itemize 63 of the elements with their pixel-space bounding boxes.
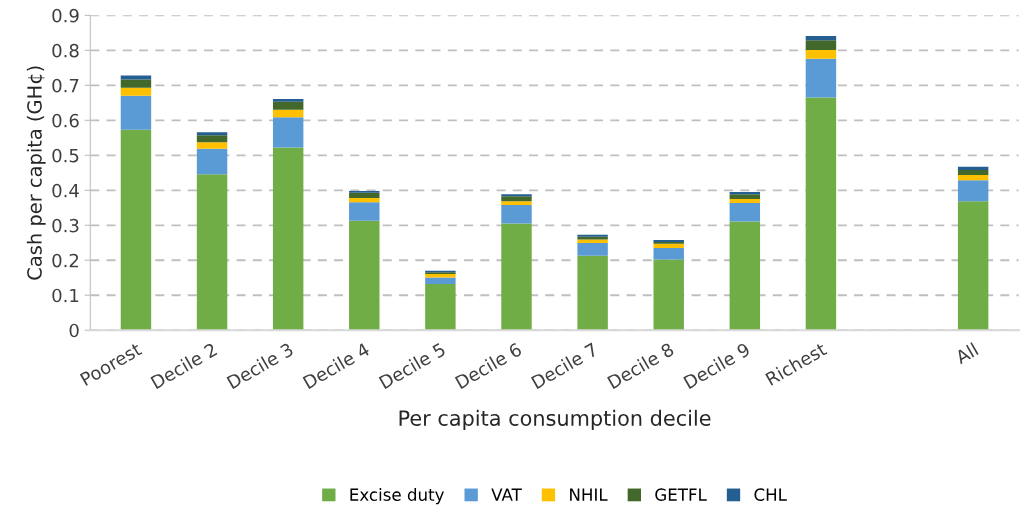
bar bbox=[957, 180, 989, 202]
bar bbox=[501, 201, 532, 205]
y-tick-label: 0.4 bbox=[52, 183, 79, 198]
x-axis-title: Per capita consumption decile bbox=[399, 409, 711, 430]
y-tick-label: 0.7 bbox=[52, 78, 79, 93]
legend-label: NHIL bbox=[570, 488, 608, 501]
bar bbox=[272, 147, 304, 331]
bar bbox=[729, 194, 761, 200]
y-tick-label: 0.9 bbox=[52, 8, 79, 23]
y-tick-label: 0.1 bbox=[52, 288, 79, 303]
bar bbox=[120, 79, 152, 88]
bar bbox=[120, 87, 152, 96]
bar bbox=[196, 174, 228, 331]
bar bbox=[349, 192, 380, 198]
bar bbox=[196, 148, 228, 175]
bar bbox=[957, 170, 989, 175]
bar bbox=[957, 201, 989, 331]
bar bbox=[957, 174, 989, 181]
bar bbox=[349, 202, 380, 221]
bar bbox=[653, 248, 684, 260]
bar bbox=[805, 50, 837, 59]
bar bbox=[501, 196, 532, 202]
bar bbox=[501, 194, 532, 197]
legend-label: VAT bbox=[491, 488, 522, 501]
y-tick-label: 0.3 bbox=[52, 218, 79, 233]
bar bbox=[805, 58, 837, 98]
bar bbox=[196, 142, 228, 149]
legend-label: GETFL bbox=[655, 488, 707, 501]
bar bbox=[349, 197, 380, 203]
bar bbox=[501, 204, 532, 224]
bar bbox=[272, 98, 304, 102]
bar bbox=[805, 36, 837, 41]
y-tick-label: 0.8 bbox=[52, 43, 79, 58]
legend-label: Excise duty bbox=[350, 488, 444, 505]
y-tick-label: 0 bbox=[69, 323, 79, 338]
bar bbox=[272, 109, 304, 118]
bar bbox=[120, 129, 152, 331]
bar bbox=[425, 277, 456, 285]
bar bbox=[196, 135, 228, 143]
bar bbox=[196, 132, 228, 136]
bar bbox=[349, 220, 380, 331]
bar bbox=[577, 243, 608, 256]
bar bbox=[120, 95, 152, 130]
bar bbox=[653, 243, 684, 249]
bar bbox=[729, 192, 761, 195]
bar bbox=[577, 255, 608, 331]
bar bbox=[425, 284, 456, 331]
x-tick-label: All bbox=[953, 342, 979, 365]
y-tick-label: 0.5 bbox=[52, 148, 79, 163]
bar bbox=[729, 199, 761, 203]
bar bbox=[653, 259, 684, 331]
bar bbox=[957, 166, 989, 170]
bar bbox=[729, 221, 761, 331]
bar bbox=[729, 202, 761, 222]
bar bbox=[501, 223, 532, 331]
bar bbox=[805, 40, 837, 50]
bar bbox=[272, 117, 304, 148]
y-tick-label: 0.2 bbox=[52, 253, 79, 268]
legend-label: CHL bbox=[754, 488, 787, 501]
y-tick-label: 0.6 bbox=[52, 113, 79, 128]
bar bbox=[805, 97, 837, 331]
bar bbox=[272, 101, 304, 110]
y-axis-title: Cash per capita (GH¢) bbox=[26, 66, 46, 280]
